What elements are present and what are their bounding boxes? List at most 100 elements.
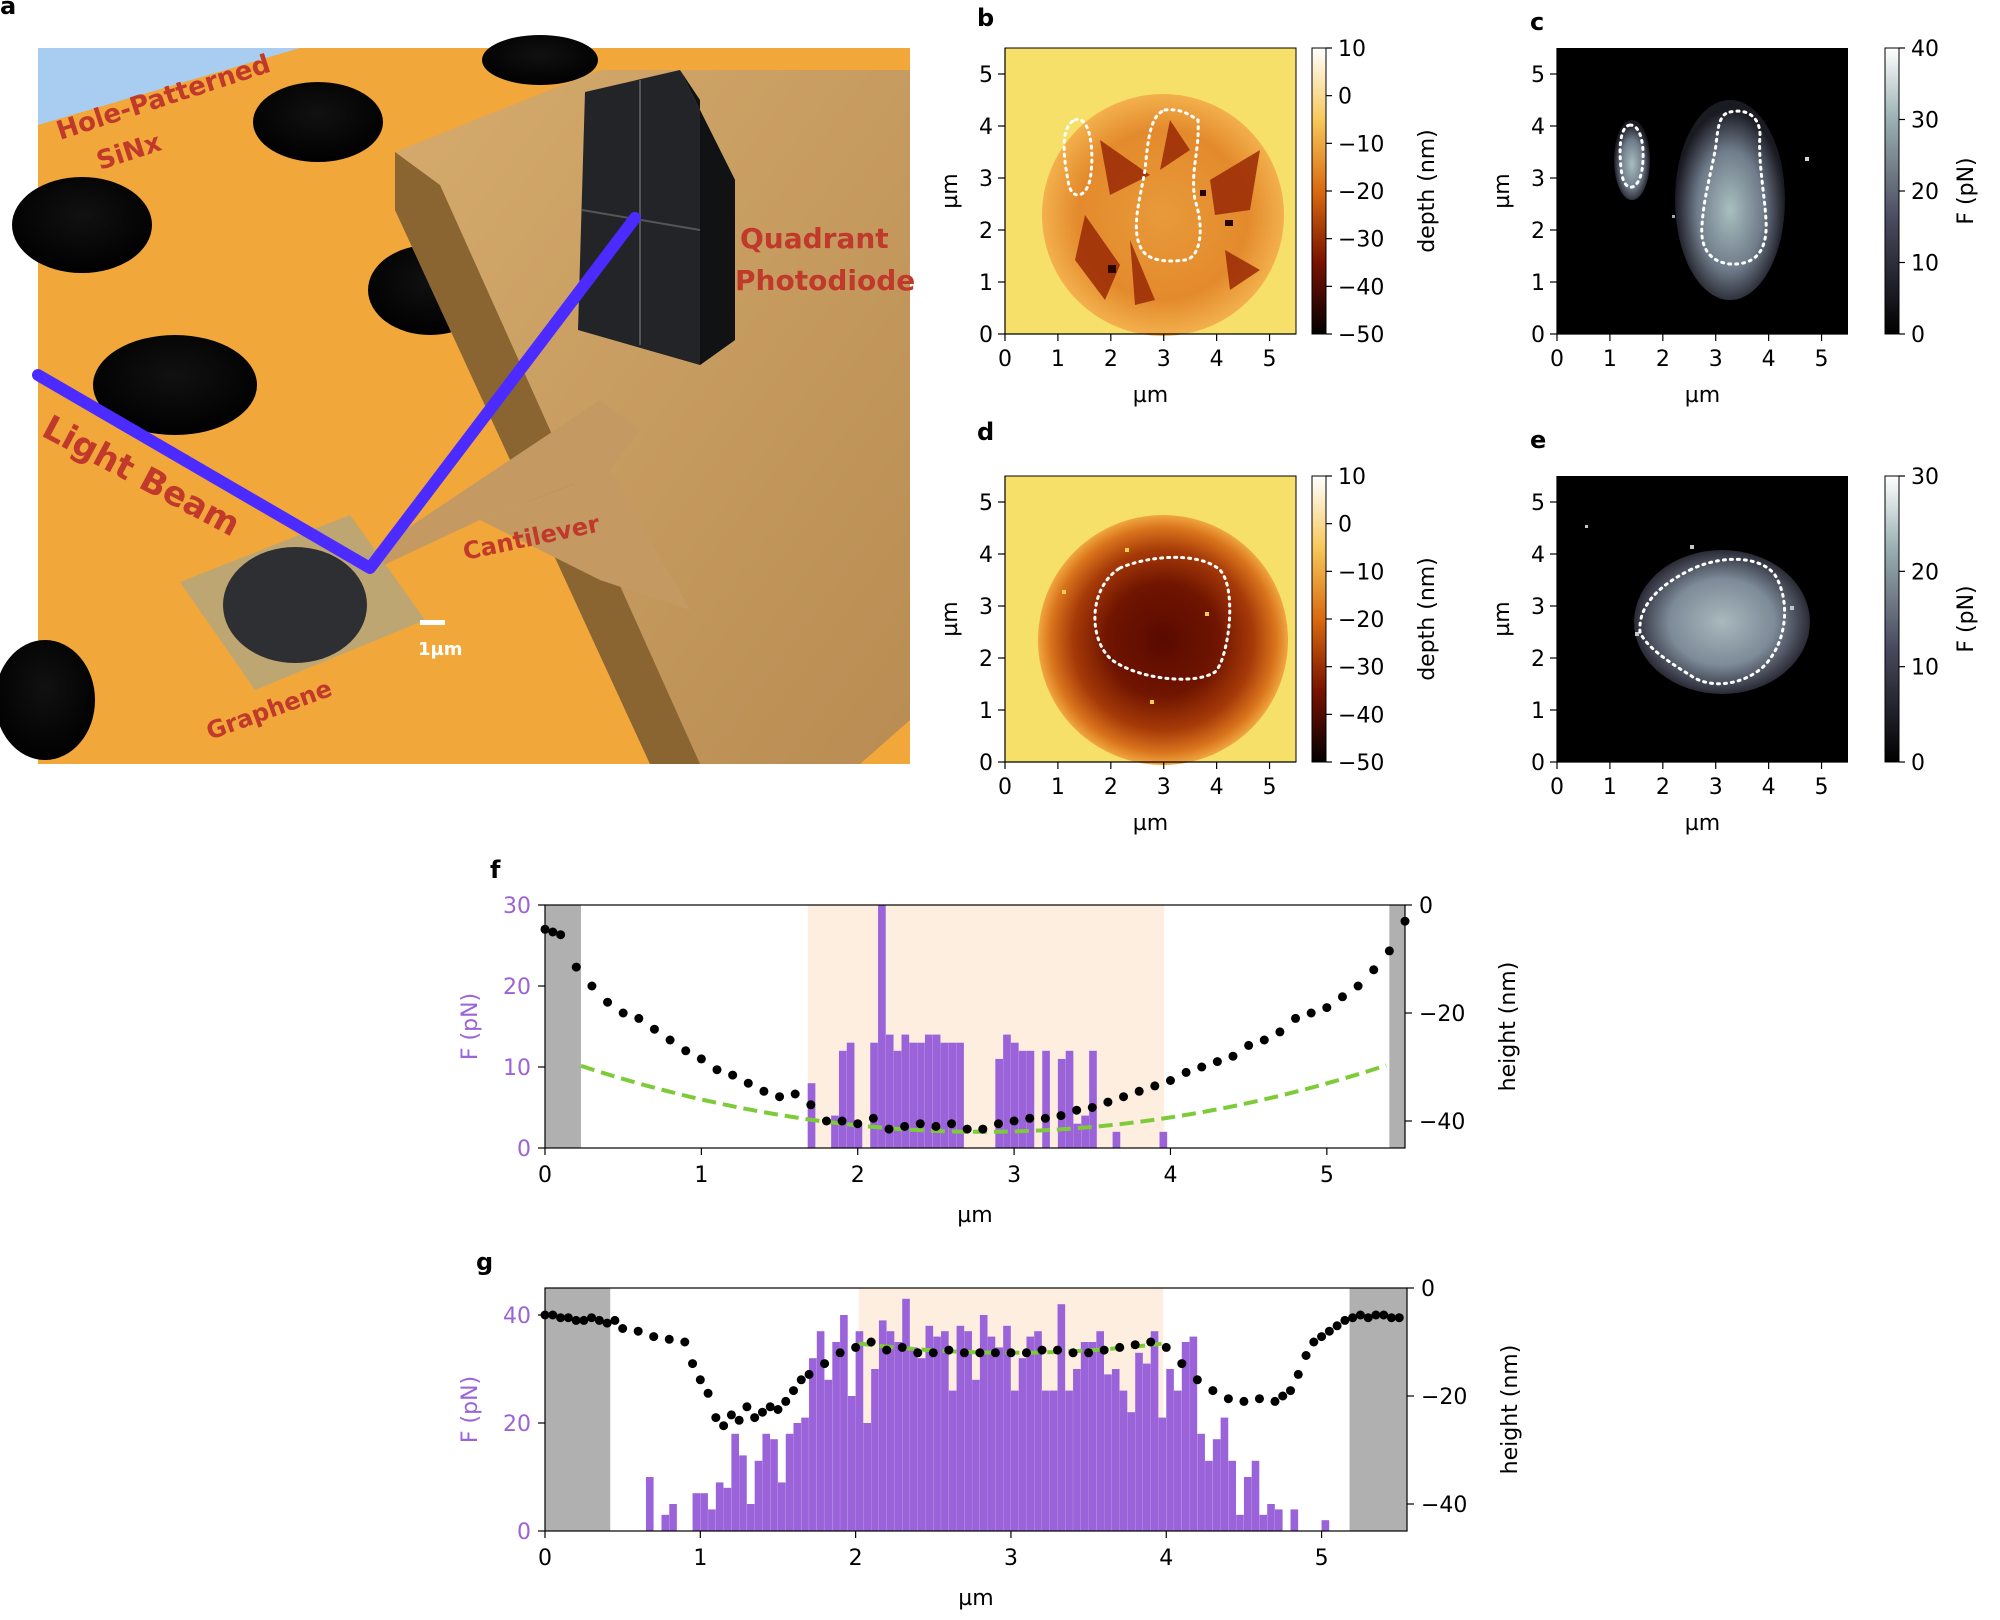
- bar-f: [885, 1034, 894, 1148]
- colorbar-tick-label-c: 30: [1911, 109, 1939, 134]
- bar-g: [785, 1433, 794, 1531]
- frame-g: [544, 1287, 1408, 1532]
- bar-g: [1274, 1509, 1283, 1531]
- y-axis-label-d: µm: [938, 601, 963, 636]
- gray-region-g: [1349, 1288, 1407, 1531]
- bar-g: [723, 1487, 732, 1531]
- x-tick-label-c: 3: [1709, 347, 1723, 372]
- bar-g: [894, 1342, 903, 1531]
- bar-g: [708, 1509, 716, 1531]
- scale-bar: [420, 620, 445, 625]
- data-point-f: [1228, 1051, 1238, 1061]
- data-point-f: [1056, 1111, 1066, 1121]
- y-tick-label-d: 4: [979, 543, 993, 568]
- y-tick-label-d: 5: [979, 491, 993, 516]
- y-left-tick-label-f: 10: [503, 1056, 531, 1081]
- y-tick-label-b: 2: [979, 219, 993, 244]
- colorbar-tick-label-d: −20: [1338, 608, 1384, 633]
- data-point-g: [1192, 1375, 1202, 1385]
- x-axis-label-c: µm: [1685, 383, 1720, 408]
- heatmap-b-pits: [1108, 190, 1233, 273]
- frame-f: [544, 904, 1406, 1149]
- data-point-g: [913, 1348, 923, 1358]
- data-point-g: [1286, 1386, 1296, 1396]
- panel-letter-a: a: [0, 0, 16, 20]
- panel-letter-d: d: [977, 418, 994, 446]
- data-point-g: [1317, 1332, 1327, 1342]
- chart-f: f 0 1 2 3 4 5 µm 30 20 10 0 F (pN) 0 −20 −40 height (nm…: [458, 856, 1521, 1228]
- x-tick-label-c: 2: [1656, 347, 1670, 372]
- y-tick-label-d: 2: [979, 647, 993, 672]
- colorbar-tick-label-b: 0: [1338, 85, 1352, 110]
- bar-f: [917, 1042, 925, 1148]
- data-point-f: [853, 1119, 863, 1129]
- x-axis-label-f: µm: [957, 1203, 992, 1228]
- bar-g: [754, 1460, 763, 1531]
- panel-letter-f: f: [490, 856, 501, 884]
- data-point-f: [1150, 1081, 1160, 1091]
- colorbar-tick-label-c: 40: [1911, 37, 1939, 62]
- contour-c-right: [1700, 109, 1768, 266]
- bar-f: [878, 905, 886, 1148]
- y-axis-label-c: µm: [1490, 173, 1515, 208]
- data-point-g: [1332, 1321, 1342, 1331]
- y-tick-label-e: 3: [1531, 595, 1545, 620]
- y-left-axis-label-f: F (pN): [458, 993, 483, 1060]
- bar-g: [1236, 1514, 1244, 1531]
- bar-g: [809, 1358, 817, 1531]
- y-tick-label-c: 4: [1531, 115, 1545, 140]
- data-point-g: [1278, 1391, 1288, 1401]
- data-point-f: [571, 962, 581, 972]
- y-tick-label-b: 0: [979, 323, 993, 348]
- x-axis-label-b: µm: [1133, 383, 1168, 408]
- data-point-g: [897, 1342, 907, 1352]
- x-tick-label-f: 1: [694, 1163, 708, 1188]
- data-point-g: [1006, 1348, 1016, 1358]
- y-tick-label-b: 3: [979, 167, 993, 192]
- bar-g: [1174, 1390, 1182, 1531]
- bar-g: [746, 1504, 755, 1531]
- panel-letter-c: c: [1530, 8, 1544, 36]
- data-point-f: [681, 1046, 691, 1056]
- data-point-g: [571, 1315, 581, 1325]
- panel-e: e: [1530, 426, 1848, 762]
- cantilever-arm: [480, 470, 690, 610]
- contour-c-left: [1618, 123, 1645, 189]
- bar-f: [1026, 1050, 1035, 1148]
- data-point-g: [1371, 1310, 1381, 1320]
- data-point-g: [851, 1342, 861, 1352]
- x-tick-label-f: 3: [1007, 1163, 1021, 1188]
- data-point-g: [1223, 1394, 1233, 1404]
- data-point-g: [990, 1348, 1000, 1358]
- bar-f: [831, 1115, 839, 1148]
- bar-g: [1026, 1336, 1035, 1531]
- heatmap-c-blob-right: [1675, 100, 1785, 300]
- bar-f: [1010, 1042, 1019, 1148]
- data-point-f: [743, 1078, 753, 1088]
- data-point-f: [947, 1119, 957, 1129]
- contour-b-left: [1062, 118, 1094, 197]
- bar-f: [1057, 1058, 1066, 1148]
- gray-region-f: [545, 905, 581, 1148]
- data-point-g: [866, 1337, 876, 1347]
- bar-g: [669, 1504, 677, 1531]
- bar-g: [801, 1417, 809, 1531]
- y-tick-label-c: 1: [1531, 271, 1545, 296]
- data-point-g: [618, 1324, 628, 1333]
- colorbar-tick-label-b: −30: [1338, 228, 1384, 253]
- data-point-g: [556, 1313, 566, 1323]
- data-point-g: [1130, 1340, 1140, 1350]
- colorbar-tick-label-e: 0: [1911, 751, 1925, 776]
- colorbar-tick-label-d: 0: [1338, 513, 1352, 538]
- heatmap-b-membrane: [1042, 94, 1284, 336]
- bar-f: [1112, 1131, 1121, 1148]
- bar-g: [1228, 1460, 1236, 1531]
- data-point-g: [796, 1375, 806, 1385]
- contour-b-right: [1134, 108, 1202, 263]
- y-right-tick-label-g: −20: [1421, 1385, 1467, 1410]
- data-point-f: [837, 1116, 847, 1126]
- bar-g: [1212, 1439, 1221, 1531]
- colorbar-tick-label-b: −20: [1338, 180, 1384, 205]
- bar-g: [739, 1455, 747, 1531]
- panel-a-illustration: a 1µm Hole-Pat: [0, 0, 915, 764]
